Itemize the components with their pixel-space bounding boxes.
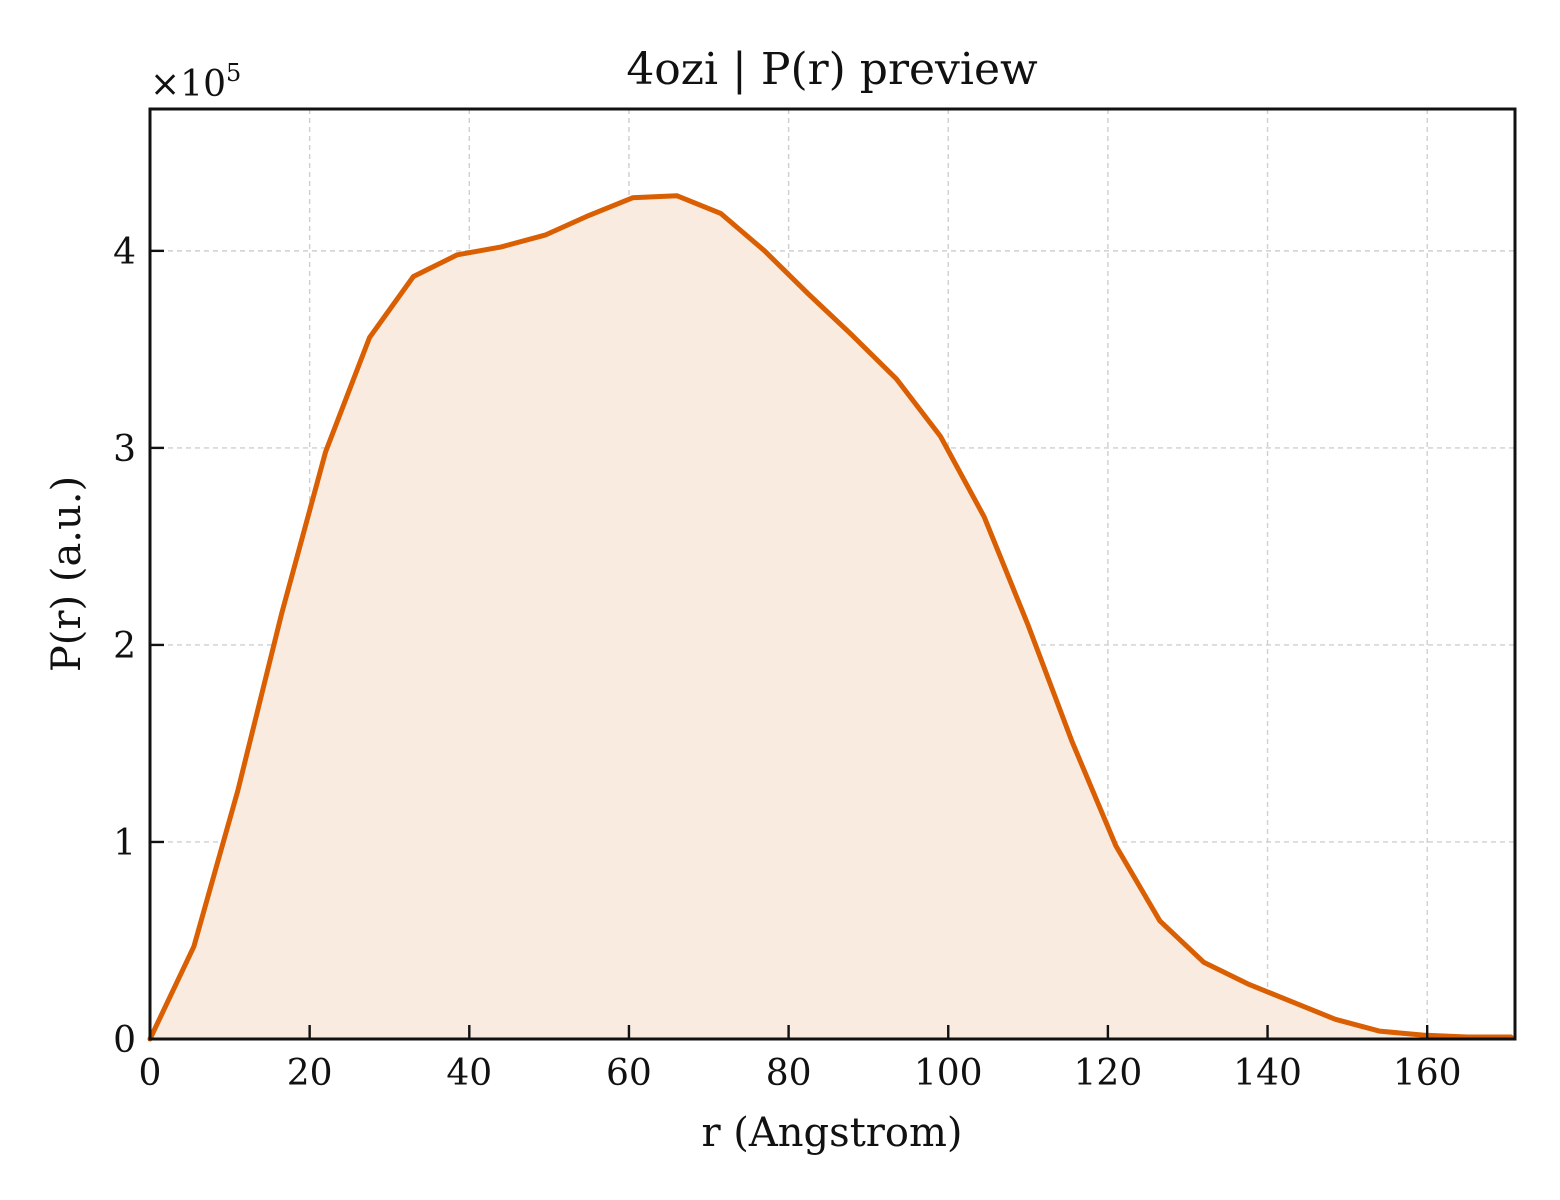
tick-labels: 0 20 40 60 80 100 120 140 160 0 1 2 3 4 — [113, 232, 1461, 1094]
y-tick-label: 4 — [113, 232, 136, 273]
series-layer — [147, 193, 1514, 1042]
x-axis-label: r (Angstrom) — [701, 1110, 962, 1156]
y-tick-label: 0 — [113, 1020, 136, 1061]
y-multiplier-exponent: 5 — [226, 59, 241, 87]
y-tick-label: 3 — [113, 429, 136, 470]
chart-title: 4ozi | P(r) preview — [626, 44, 1038, 95]
x-tick-label: 120 — [1074, 1053, 1143, 1094]
pr-area-fill — [150, 195, 1511, 1039]
x-tick-label: 20 — [287, 1053, 333, 1094]
x-tick-label: 100 — [914, 1053, 983, 1094]
x-tick-label: 80 — [766, 1053, 812, 1094]
x-tick-label: 160 — [1393, 1053, 1462, 1094]
x-tick-label: 140 — [1233, 1053, 1302, 1094]
pr-curve — [147, 193, 1514, 1042]
x-tick-label: 40 — [446, 1053, 492, 1094]
y-multiplier-base: ×10 — [150, 64, 226, 105]
axis-ticks — [148, 249, 1429, 1041]
y-tick-label: 2 — [113, 626, 136, 667]
x-tick-label: 60 — [606, 1053, 652, 1094]
plot-frame — [148, 107, 1517, 1041]
y-axis-label: P(r) (a.u.) — [44, 476, 90, 672]
x-tick-label: 0 — [139, 1053, 162, 1094]
y-tick-label: 1 — [113, 823, 136, 864]
y-multiplier: ×105 — [150, 59, 241, 105]
